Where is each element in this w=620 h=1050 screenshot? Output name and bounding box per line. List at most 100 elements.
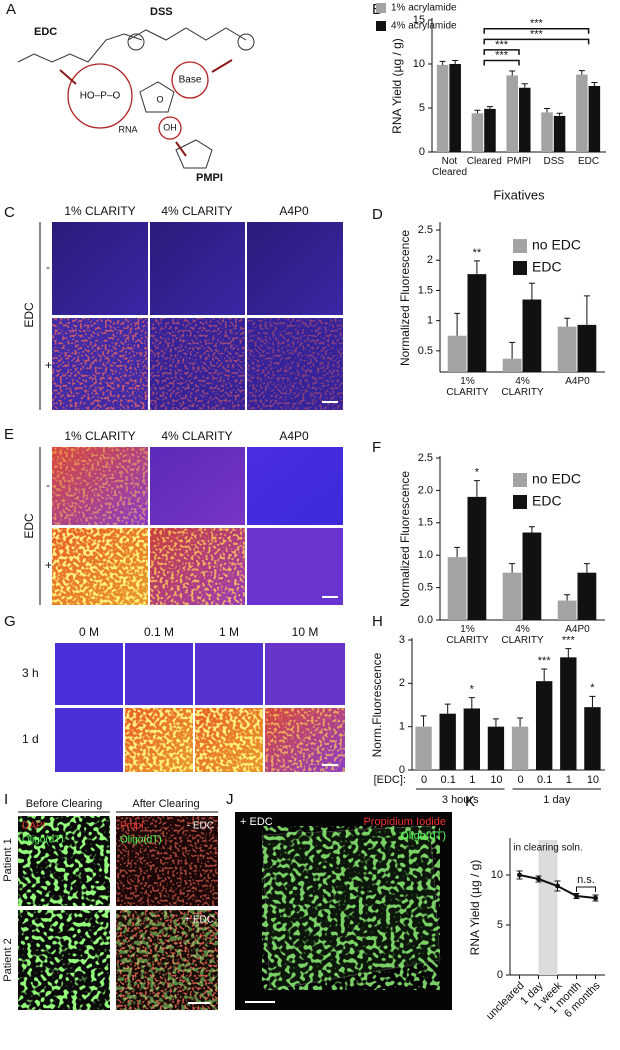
annotation: * [590,682,595,694]
row-label: + [45,358,52,372]
chem-label: EDC [34,26,57,38]
bracket [576,886,596,892]
row-label: - [46,260,50,274]
label-box: 1% CLARITY [446,376,488,398]
y-tick-label: 5 [419,102,425,114]
bar [436,64,449,152]
y-tick-label: 10 [491,869,503,881]
legend-swatch [376,21,386,31]
error-bar [509,70,516,76]
error-bar [583,563,590,573]
y-tick-label: 2.0 [418,484,433,496]
tile-text: Propidium Iodide [363,816,446,828]
tile-text: Oligo(dT) [400,830,446,842]
image-speckle [150,528,245,605]
error-bar [564,317,571,327]
bar [487,726,505,770]
label-box: A4P0 [565,624,589,635]
label-box: 4% CLARITY [501,376,543,398]
x-tick-label: 10 [587,774,599,786]
row-label: Patient 1 [2,838,14,881]
image-tile [150,222,245,315]
y-tick-label: 10 [413,58,425,70]
chem-label: O [156,94,163,104]
error-bar [578,70,585,75]
y-tick-label: 0 [419,146,425,158]
error-bar [544,107,551,113]
arrow [59,69,77,85]
bar [557,326,577,372]
bracket [483,59,520,66]
x-tick-label: 1% CLARITY [446,624,489,646]
chem-label: HO–P–O [80,91,121,102]
label-box: 1% CLARITY [446,624,489,646]
legend-label: EDC [532,493,562,509]
arrow [175,141,187,157]
error-bar [528,526,535,533]
error-bar [474,109,481,114]
row-label: + [45,558,52,572]
image-speckle [18,816,110,906]
bar [502,358,522,372]
panel-g: G 0 M 0.1 M 1 M 10 M 3 h 1 d [4,613,345,772]
bar [522,299,542,372]
image-tile [125,643,193,705]
error-bar [454,546,461,558]
bar [577,324,597,372]
bracket [483,49,520,55]
y-axis-label: RNA Yield (µg / g) [390,38,404,134]
x-tick-label: Not Cleared [432,156,467,178]
shaded-region [538,840,558,975]
chem-label: OH [163,122,177,132]
dss-ring [127,33,145,51]
point [536,876,541,882]
y-axis-label: Normalized Fluorescence [398,230,412,366]
tile-text: Oligo(dT) [22,835,64,846]
image-speckle [116,816,218,906]
image-tile [55,643,123,705]
edc-structure [17,33,143,63]
legend-swatch [513,261,527,275]
panel-label: J [226,791,234,808]
y-tick-label: 3 [399,634,405,646]
y-tick-label: 1.5 [418,284,433,296]
label-box: Cleared [466,156,502,167]
chem-label: DSS [150,6,173,18]
y-tick-label: 1.5 [418,517,433,529]
column-header: 0.1 M [144,625,174,639]
label-box: 4% CLARITY [501,624,543,646]
legend-label: 1% acrylamide [391,3,457,14]
image-speckle [150,318,245,410]
legend-swatch [513,495,527,509]
column-header: 10 M [292,625,319,639]
annotation: *** [530,28,544,40]
y-tick-label: 1 [399,721,405,733]
x-tick-label: Cleared [466,156,502,167]
tile-text: - EDC [187,821,214,832]
error-bar [565,648,572,658]
image-speckle [247,318,343,410]
image-speckle [52,318,148,410]
y-tick-label: 2.5 [418,452,433,464]
bar [506,75,518,152]
tile-text: DAPI [22,821,45,832]
column-header: A4P0 [279,429,309,443]
bar [463,708,480,770]
column-header: 1% CLARITY [64,429,135,443]
error-bar [589,695,596,708]
error-bar [564,594,571,601]
panel-i: I Before Clearing After Clearing Patient… [2,791,218,1010]
bar [577,572,597,620]
legend-label: EDC [532,259,562,275]
label-box: Not Cleared [432,156,467,178]
annotation: * [470,684,475,696]
bar [519,87,531,152]
image-speckle [125,708,193,772]
legend-label: no EDC [532,471,581,487]
ribose-ring [139,81,175,113]
panel-label: G [4,613,16,630]
dss-ring [237,33,255,51]
panel-c: C 1% CLARITY 4% CLARITY A4P0 EDC - + [4,204,343,410]
image-tile [247,528,343,605]
image-tile [150,447,245,525]
